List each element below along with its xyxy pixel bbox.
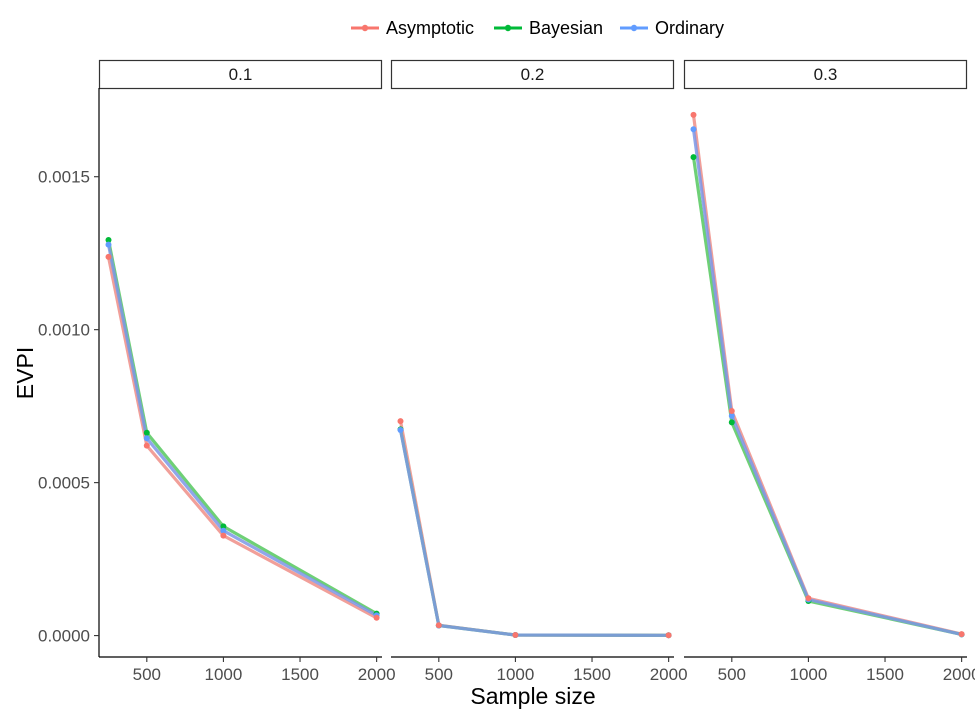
legend-label: Ordinary <box>655 18 724 38</box>
facet-panel-0.1: 0.1 500 1000 1500 2000 <box>98 59 396 684</box>
x-tick-label: 500 <box>718 665 746 684</box>
data-point-ordinary <box>690 126 697 133</box>
series-line-asymptotic <box>691 113 964 636</box>
data-point-asymptotic <box>690 111 697 118</box>
x-tick-label: 2000 <box>650 665 688 684</box>
facet-strip <box>683 59 968 90</box>
x-tick-label: 1000 <box>790 665 828 684</box>
facet-panel-0.3: 0.3 500 1000 1500 2000 <box>683 59 975 684</box>
data-point-asymptotic <box>728 408 735 414</box>
data-point-asymptotic <box>373 614 380 621</box>
series-line-ordinary <box>691 127 964 637</box>
y-tick-label: 0.0000 <box>38 627 90 646</box>
data-point-bayesian <box>143 429 150 436</box>
x-tick-label: 1000 <box>205 665 243 684</box>
y-axis-title: EVPI <box>12 347 38 399</box>
data-point-asymptotic <box>220 532 227 539</box>
y-tick-label: 0.0010 <box>38 321 90 340</box>
data-point-asymptotic <box>105 253 112 260</box>
y-tick-label: 0.0015 <box>38 168 90 187</box>
x-tick-label: 1500 <box>281 665 319 684</box>
legend-key-point <box>361 24 369 32</box>
series-line-asymptotic <box>106 255 379 620</box>
data-point-asymptotic <box>143 442 150 449</box>
series-line-bayesian <box>398 427 671 637</box>
x-tick-label: 500 <box>425 665 453 684</box>
facet-strip-label: 0.2 <box>521 65 545 84</box>
legend-item-asymptotic: Asymptotic <box>351 18 474 38</box>
data-point-asymptotic <box>958 631 965 638</box>
series-line-bayesian <box>691 155 964 637</box>
legend-key-point <box>504 24 512 32</box>
legend-label: Bayesian <box>529 18 603 38</box>
data-point-asymptotic <box>435 622 442 629</box>
legend-key-point <box>630 24 638 32</box>
facet-strip <box>98 59 383 90</box>
data-point-bayesian <box>728 419 735 426</box>
data-point-bayesian <box>690 154 697 161</box>
data-point-ordinary <box>143 435 150 442</box>
x-tick-label: 1500 <box>866 665 904 684</box>
data-point-bayesian <box>105 237 112 243</box>
facet-strip <box>390 59 675 90</box>
series-line-asymptotic <box>398 419 671 637</box>
facet-strip-label: 0.1 <box>229 65 253 84</box>
facet-panels: 0.1 500 1000 1500 2000 0.2 500 1000 1500 2000 0.3 5… <box>98 59 975 684</box>
x-tick-label: 2000 <box>943 665 975 684</box>
x-tick-label: 500 <box>133 665 161 684</box>
x-tick-label: 2000 <box>358 665 396 684</box>
data-point-asymptotic <box>805 595 812 602</box>
series-line-ordinary <box>398 428 671 637</box>
data-point-asymptotic <box>397 418 404 425</box>
data-point-ordinary <box>728 412 735 419</box>
x-tick-label: 1000 <box>497 665 535 684</box>
y-axis: 0.0000 0.0005 0.0010 0.0015 <box>38 88 100 657</box>
data-point-bayesian <box>220 523 227 530</box>
x-axis-title: Sample size <box>470 683 595 709</box>
legend-item-bayesian: Bayesian <box>494 18 603 38</box>
x-tick-label: 1500 <box>573 665 611 684</box>
data-point-ordinary <box>220 527 227 534</box>
series-line-bayesian <box>106 238 379 616</box>
data-point-asymptotic <box>665 632 672 639</box>
legend: Asymptotic Bayesian Ordinary <box>351 18 724 38</box>
legend-item-ordinary: Ordinary <box>620 18 724 38</box>
series-line-ordinary <box>106 243 379 618</box>
data-point-ordinary <box>105 241 112 248</box>
facet-panel-0.2: 0.2 500 1000 1500 2000 <box>390 59 688 684</box>
legend-label: Asymptotic <box>386 18 474 38</box>
facet-strip-label: 0.3 <box>814 65 838 84</box>
data-point-asymptotic <box>512 632 519 638</box>
y-tick-label: 0.0005 <box>38 474 90 493</box>
data-point-ordinary <box>397 427 404 433</box>
